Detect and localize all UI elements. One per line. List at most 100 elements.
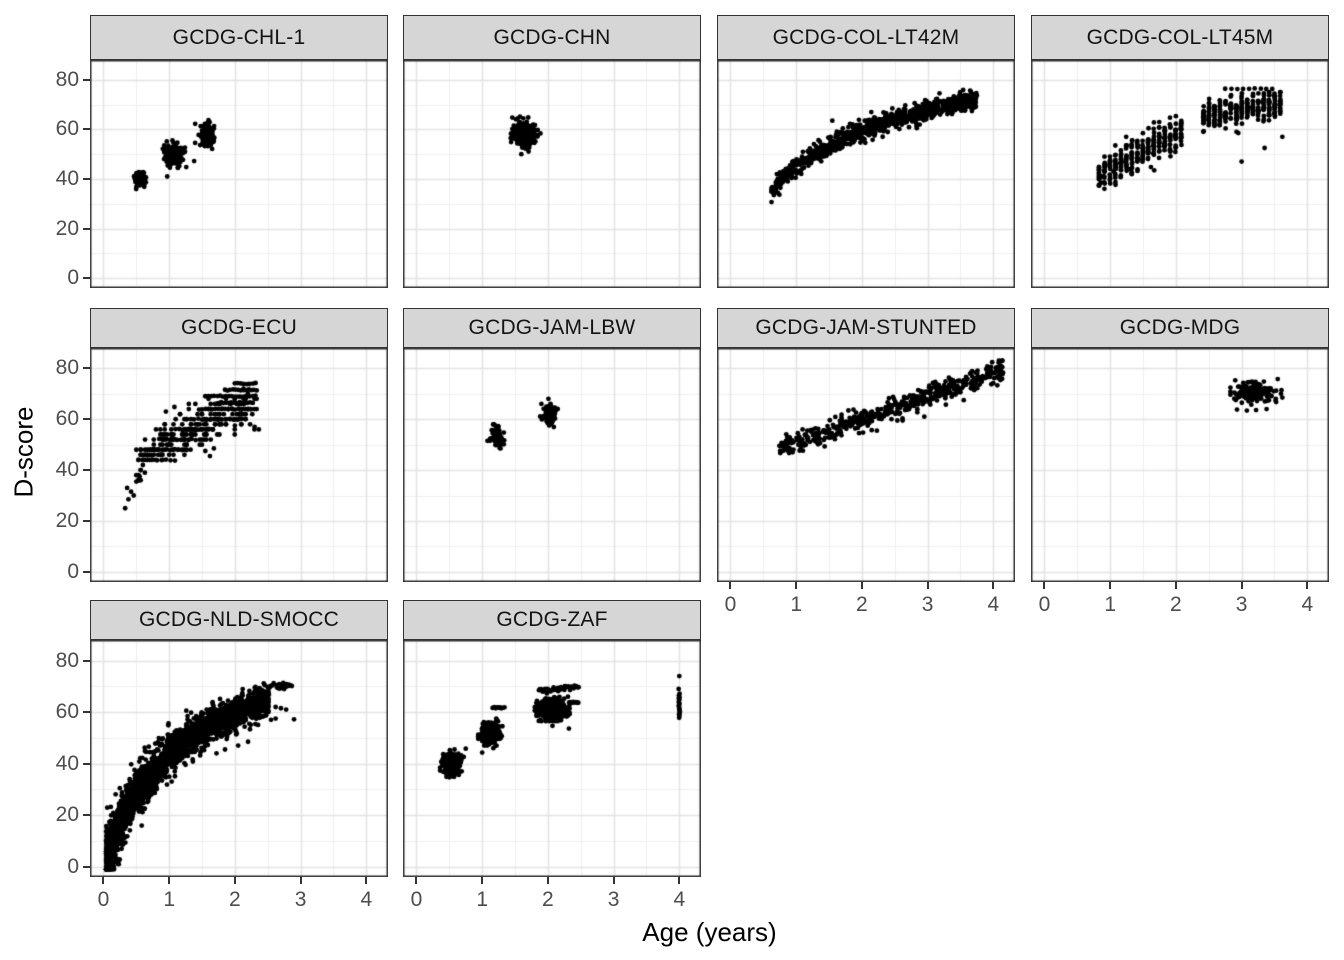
scatter-canvas <box>90 60 388 288</box>
facet-strip-label: GCDG-JAM-STUNTED <box>755 316 977 339</box>
y-tick-mark <box>83 177 90 180</box>
y-tick-label: 80 <box>55 67 79 91</box>
y-tick-mark <box>83 418 90 421</box>
x-tick-mark <box>795 582 798 589</box>
x-tick-mark <box>860 582 863 589</box>
x-tick-label: 0 <box>724 593 737 616</box>
facet-panel <box>717 348 1015 582</box>
facet-panel <box>90 348 388 582</box>
x-tick-mark <box>612 877 615 884</box>
facet-strip: GCDG-JAM-LBW <box>403 308 701 348</box>
y-tick-label: 80 <box>55 356 79 380</box>
x-tick-label: 0 <box>97 888 110 911</box>
facet-strip-label: GCDG-CHL-1 <box>172 25 306 49</box>
x-tick-mark <box>102 877 105 884</box>
scatter-canvas <box>403 348 701 582</box>
scatter-canvas <box>403 60 701 288</box>
x-tick-label: 3 <box>1235 593 1248 616</box>
y-tick-label: 0 <box>67 559 79 583</box>
facet-panel <box>90 60 388 288</box>
x-tick-label: 4 <box>360 888 373 911</box>
y-tick-mark <box>83 659 90 662</box>
x-tick-label: 0 <box>1038 593 1051 616</box>
x-tick-mark <box>415 877 418 884</box>
facet-strip-label: GCDG-COL-LT45M <box>1086 25 1274 49</box>
y-tick-mark <box>83 865 90 868</box>
y-tick-label: 60 <box>55 407 79 431</box>
facet-strip: GCDG-COL-LT42M <box>717 15 1015 60</box>
y-tick-label: 40 <box>55 458 79 482</box>
facet-strip: GCDG-ZAF <box>403 600 701 640</box>
facet-strip-label: GCDG-NLD-SMOCC <box>139 608 339 631</box>
scatter-canvas <box>1031 60 1329 288</box>
facet-panel <box>403 60 701 288</box>
scatter-canvas <box>90 640 388 877</box>
y-tick-label: 60 <box>55 117 79 141</box>
y-tick-label: 80 <box>55 648 79 672</box>
x-tick-mark <box>365 877 368 884</box>
x-tick-label: 3 <box>607 888 620 911</box>
y-tick-mark <box>83 128 90 131</box>
x-tick-mark <box>1043 582 1046 589</box>
x-tick-label: 1 <box>476 888 489 911</box>
y-tick-label: 40 <box>55 166 79 190</box>
facet-panel <box>403 348 701 582</box>
x-tick-label: 4 <box>1301 593 1314 616</box>
x-tick-label: 3 <box>921 593 934 616</box>
y-tick-mark <box>83 227 90 230</box>
scatter-canvas <box>403 640 701 877</box>
scatter-canvas <box>717 60 1015 288</box>
facet-strip: GCDG-ECU <box>90 308 388 348</box>
y-tick-label: 60 <box>55 700 79 724</box>
x-tick-mark <box>1109 582 1112 589</box>
facet-strip-label: GCDG-ECU <box>181 316 297 339</box>
x-tick-label: 1 <box>163 888 176 911</box>
x-tick-label: 3 <box>294 888 307 911</box>
y-tick-mark <box>83 570 90 573</box>
x-tick-label: 2 <box>542 888 554 911</box>
facet-panel <box>717 60 1015 288</box>
facet-panel <box>90 640 388 877</box>
x-tick-mark <box>678 877 681 884</box>
x-tick-mark <box>729 582 732 589</box>
x-tick-label: 4 <box>987 593 1000 616</box>
x-tick-label: 1 <box>790 593 803 616</box>
y-tick-label: 40 <box>55 751 79 775</box>
x-tick-mark <box>1240 582 1243 589</box>
x-tick-label: 1 <box>1104 593 1117 616</box>
x-tick-mark <box>546 877 549 884</box>
x-tick-label: 2 <box>1170 593 1182 616</box>
scatter-canvas <box>90 348 388 582</box>
x-tick-mark <box>992 582 995 589</box>
facet-strip: GCDG-NLD-SMOCC <box>90 600 388 640</box>
x-tick-mark <box>1174 582 1177 589</box>
y-tick-label: 20 <box>55 508 79 532</box>
x-tick-label: 0 <box>410 888 423 911</box>
facet-strip: GCDG-MDG <box>1031 308 1329 348</box>
facet-panel <box>403 640 701 877</box>
facet-strip: GCDG-CHN <box>403 15 701 60</box>
facet-strip-label: GCDG-JAM-LBW <box>468 316 636 339</box>
x-tick-mark <box>926 582 929 589</box>
facet-strip-label: GCDG-COL-LT42M <box>772 25 960 49</box>
facet-strip-label: GCDG-CHN <box>493 25 611 49</box>
facet-strip: GCDG-CHL-1 <box>90 15 388 60</box>
scatter-canvas <box>1031 348 1329 582</box>
facet-strip-label: GCDG-ZAF <box>496 608 608 631</box>
facet-panel <box>1031 348 1329 582</box>
y-tick-label: 20 <box>55 216 79 240</box>
scatter-canvas <box>717 348 1015 582</box>
x-tick-mark <box>481 877 484 884</box>
facet-strip: GCDG-JAM-STUNTED <box>717 308 1015 348</box>
x-axis-title: Age (years) <box>642 917 777 947</box>
x-tick-mark <box>1306 582 1309 589</box>
y-tick-mark <box>83 367 90 370</box>
y-tick-mark <box>83 762 90 765</box>
x-tick-label: 4 <box>673 888 686 911</box>
y-tick-mark <box>83 78 90 81</box>
x-tick-mark <box>299 877 302 884</box>
y-tick-mark <box>83 519 90 522</box>
y-tick-label: 0 <box>67 266 79 290</box>
y-tick-mark <box>83 469 90 472</box>
